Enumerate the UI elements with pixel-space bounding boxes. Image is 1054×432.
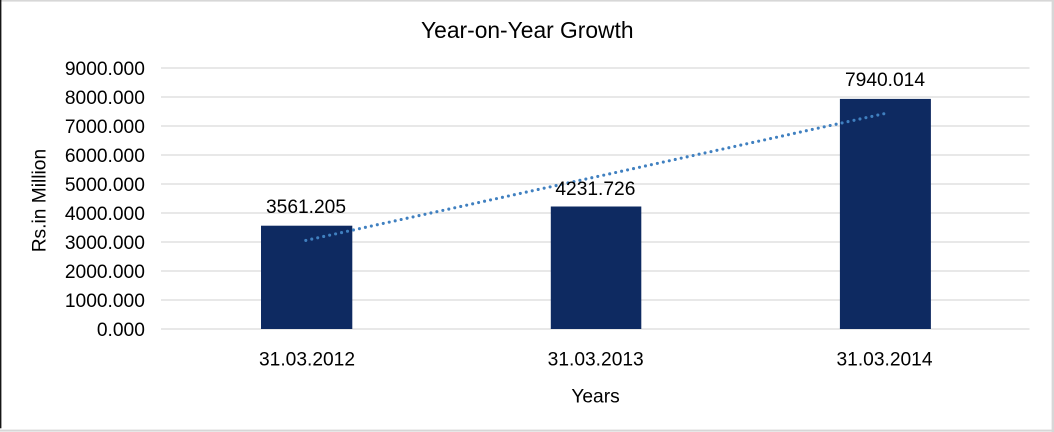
svg-text:Year-on-Year Growth: Year-on-Year Growth [421,17,633,43]
svg-text:3000.000: 3000.000 [65,233,145,254]
svg-text:3561.205: 3561.205 [266,197,346,218]
svg-text:31.03.2013: 31.03.2013 [548,349,644,370]
svg-text:5000.000: 5000.000 [65,175,145,196]
svg-text:Rs.in Million: Rs.in Million [29,149,50,252]
svg-text:2000.000: 2000.000 [65,262,145,283]
svg-text:7940.014: 7940.014 [845,70,925,91]
svg-text:0.000: 0.000 [97,320,145,341]
svg-text:4231.726: 4231.726 [555,179,635,200]
svg-text:31.03.2014: 31.03.2014 [836,349,932,370]
svg-text:8000.000: 8000.000 [65,88,145,109]
svg-text:Years: Years [571,387,619,408]
svg-text:1000.000: 1000.000 [65,291,145,312]
svg-text:7000.000: 7000.000 [65,117,145,138]
svg-text:31.03.2012: 31.03.2012 [259,349,355,370]
svg-text:6000.000: 6000.000 [65,146,145,167]
svg-text:4000.000: 4000.000 [65,204,145,225]
svg-text:9000.000: 9000.000 [65,59,145,80]
